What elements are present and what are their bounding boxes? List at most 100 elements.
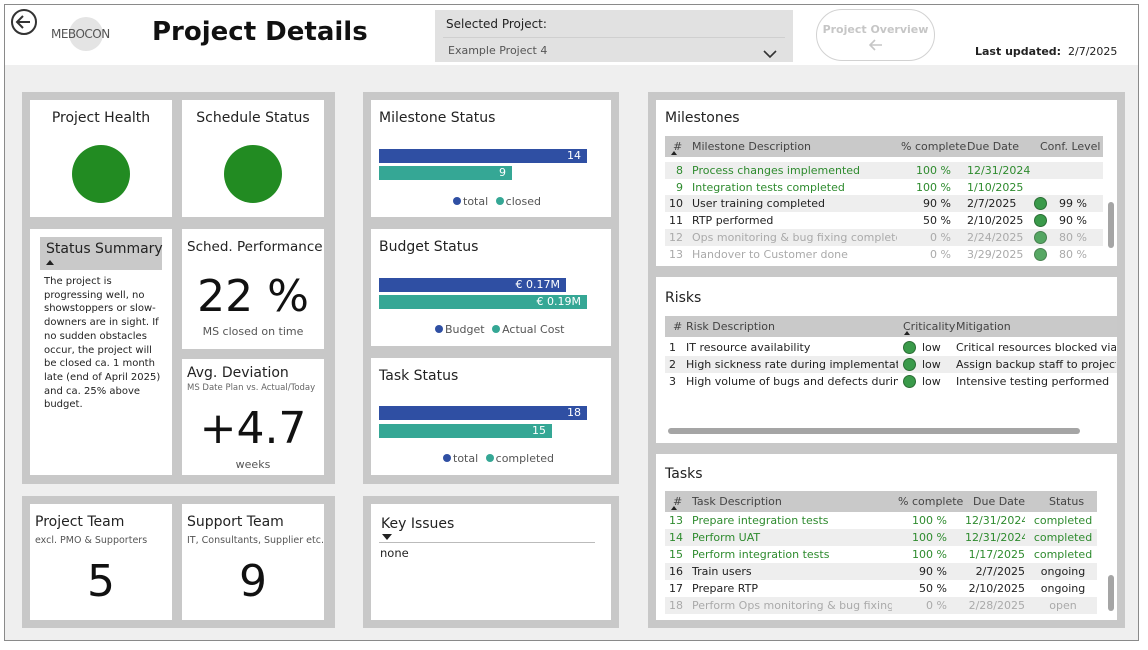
confidence-dot-icon <box>1034 197 1047 211</box>
logo-text: MEBOCON <box>51 27 110 41</box>
milestone-due: 2/7/2025 <box>967 197 1017 211</box>
header-bar: MEBOCON Project Details Selected Project… <box>5 5 1138 65</box>
tasks-col-status[interactable]: Status <box>1049 495 1085 508</box>
confidence-dot-icon <box>1034 230 1047 244</box>
last-updated-label: Last updated: <box>975 45 1062 58</box>
table-row[interactable]: 1 IT resource availability low Critical res… <box>665 339 1117 356</box>
task-desc: Prepare RTP <box>692 582 758 595</box>
table-row[interactable]: 9 Integration tests completed 100 % 1/10/20… <box>665 178 1103 196</box>
tasks-col-pct[interactable]: % complete <box>898 495 964 508</box>
legend-task-total-dot <box>443 454 451 462</box>
table-row[interactable]: 8 Process changes implemented 100 % 12/31/2… <box>665 162 1103 179</box>
tasks-header: # Task Description % complete Due Date S… <box>665 491 1097 512</box>
legend-actual-label: Actual Cost <box>502 323 565 336</box>
logo-circle <box>69 17 103 51</box>
caret-up-icon <box>46 260 54 265</box>
project-dropdown[interactable]: Example Project 4 <box>443 37 785 59</box>
task-desc: Perform UAT <box>692 531 761 544</box>
table-row[interactable]: 12 Ops monitoring & bug fixing completed 0… <box>665 228 1103 246</box>
table-row[interactable]: 2 High sickness rate during implementatio… <box>665 356 1117 373</box>
milestone-due: 1/10/2025 <box>967 180 1024 194</box>
task-due: 12/31/2024 <box>965 531 1025 544</box>
risks-col-desc[interactable]: Risk Description <box>686 320 775 333</box>
status-summary-header[interactable]: Status Summary <box>40 237 163 270</box>
task-desc: Prepare integration tests <box>692 514 829 527</box>
milestones-col-pct[interactable]: % complete <box>901 140 967 153</box>
milestone-due: 2/10/2025 <box>967 214 1024 228</box>
milestone-pct: 0 % <box>930 247 951 261</box>
milestone-num: 13 <box>669 247 683 261</box>
risk-mitigation: Intensive testing performed <box>956 375 1110 388</box>
table-row[interactable]: 13 Handover to Customer done 0 % 3/29/2025 8… <box>665 245 1103 263</box>
key-issues-title[interactable]: Key Issues <box>381 516 455 532</box>
milestones-col-conf[interactable]: Conf. Level <box>1040 140 1101 153</box>
legend-task-completed-label: completed <box>495 452 555 465</box>
milestone-num: 11 <box>669 214 683 228</box>
task-num: 18 <box>669 599 683 612</box>
sched-performance-card: Sched. Performance 22 % MS closed on tim… <box>182 229 324 349</box>
task-due: 12/31/2024 <box>965 514 1025 527</box>
table-row[interactable]: 17 Prepare RTP 50 % 2/10/2025 ongoing <box>665 580 1097 597</box>
milestones-header: # Milestone Description % complete Due D… <box>665 136 1103 157</box>
milestone-desc: Ops monitoring & bug fixing completed <box>692 230 897 244</box>
milestone-conf: 99 % <box>1059 197 1087 211</box>
milestones-col-num[interactable]: # <box>673 140 683 153</box>
risks-scrollbar[interactable] <box>668 428 1080 434</box>
tasks-col-num[interactable]: # <box>673 495 683 508</box>
table-row[interactable]: 16 Train users 90 % 2/7/2025 ongoing <box>665 563 1097 580</box>
milestones-scrollbar[interactable] <box>1108 202 1114 248</box>
task-desc: Perform Ops monitoring & bug fixing <box>692 599 892 612</box>
risks-col-crit[interactable]: Criticality <box>903 320 956 333</box>
milestone-conf: 80 % <box>1059 247 1087 261</box>
risk-num: 2 <box>669 358 676 371</box>
risk-criticality: low <box>922 341 941 354</box>
project-health-card: Project Health <box>30 100 172 217</box>
tasks-scrollbar[interactable] <box>1108 575 1114 611</box>
milestones-col-desc[interactable]: Milestone Description <box>692 140 812 153</box>
task-pct: 100 % <box>912 548 947 561</box>
legend-total-label: total <box>463 195 489 208</box>
status-summary-text: The project is progressing well, no show… <box>44 276 161 411</box>
schedule-status-indicator <box>224 145 282 203</box>
budget-legend: Budget Actual Cost <box>435 323 565 336</box>
table-row[interactable]: 15 Perform integration tests 100 % 1/17/202… <box>665 546 1097 563</box>
last-updated-value: 2/7/2025 <box>1068 45 1118 58</box>
back-arrow-icon[interactable] <box>10 8 38 36</box>
milestone-desc: User training completed <box>692 197 826 211</box>
table-row[interactable]: 3 High volume of bugs and defects during … <box>665 373 1117 390</box>
budget-status-card: Budget Status € 0.17M € 0.19M Budget Act… <box>371 229 611 346</box>
sched-performance-title: Sched. Performance <box>187 239 323 255</box>
milestone-num: 8 <box>676 164 683 177</box>
tasks-col-desc[interactable]: Task Description <box>692 495 782 508</box>
project-overview-button[interactable]: Project Overview <box>816 9 935 61</box>
avg-deviation-caption: weeks <box>235 458 271 471</box>
table-row[interactable]: 13 Prepare integration tests 100 % 12/31/20… <box>665 512 1097 529</box>
task-pct: 100 % <box>912 514 947 527</box>
table-row[interactable]: 11 RTP performed 50 % 2/10/2025 90 % <box>665 212 1103 230</box>
task-pct: 100 % <box>912 531 947 544</box>
table-row[interactable]: 18 Perform Ops monitoring & bug fixing 0 %… <box>665 597 1097 614</box>
milestone-pct: 100 % <box>916 164 951 177</box>
table-row[interactable]: 10 User training completed 90 % 2/7/2025 99 … <box>665 195 1103 213</box>
risks-col-num[interactable]: # <box>673 320 683 333</box>
actual-cost-bar: € 0.19M <box>379 295 587 309</box>
criticality-dot-icon <box>903 341 916 354</box>
table-row[interactable]: 14 Perform UAT 100 % 12/31/2024 completed <box>665 529 1097 546</box>
tasks-col-due[interactable]: Due Date <box>973 495 1025 508</box>
avg-deviation-value: +4.7 <box>199 403 307 454</box>
risks-col-mit[interactable]: Mitigation <box>956 320 1011 333</box>
budget-bar: € 0.17M <box>379 278 566 292</box>
milestone-status-title: Milestone Status <box>379 110 496 126</box>
company-logo: MEBOCON <box>51 15 121 55</box>
schedule-status-title: Schedule Status <box>196 110 310 126</box>
milestones-col-due[interactable]: Due Date <box>967 140 1019 153</box>
milestone-conf: 90 % <box>1059 214 1087 228</box>
chevron-down-icon[interactable] <box>763 44 777 63</box>
task-status-card: Task Status 18 15 total completed <box>371 358 611 475</box>
milestone-desc: RTP performed <box>692 214 774 228</box>
risk-mitigation: Critical resources blocked via Top <box>956 341 1116 354</box>
project-slicer-label: Selected Project: <box>446 17 547 31</box>
milestone-due: 2/24/2025 <box>967 230 1024 244</box>
project-slicer[interactable]: Selected Project: Example Project 4 <box>435 10 793 62</box>
sched-performance-caption: MS closed on time <box>202 325 304 338</box>
